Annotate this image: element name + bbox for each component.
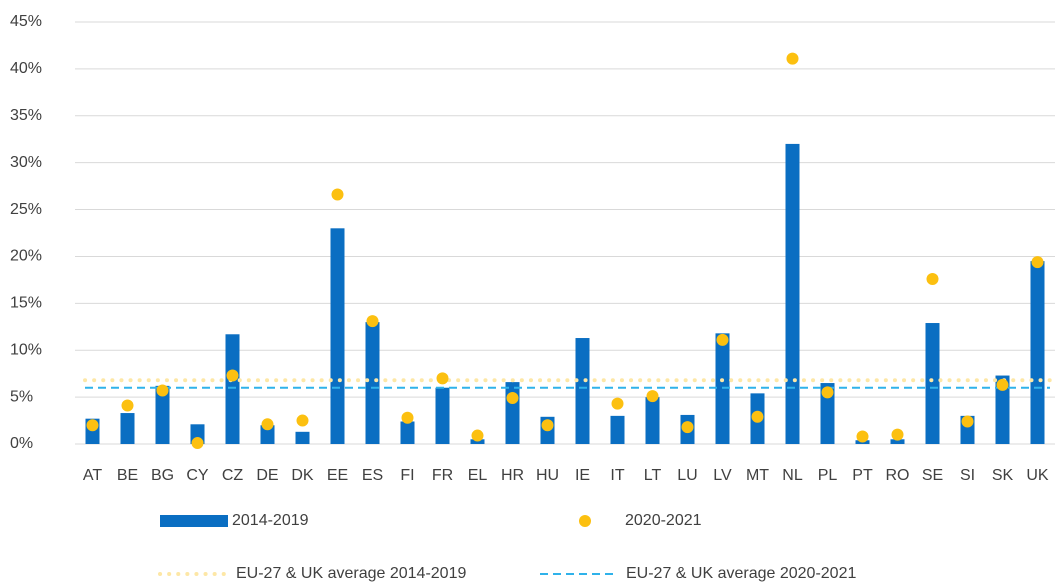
x-tick-label: DE — [256, 467, 278, 484]
x-tick-label: SI — [960, 467, 975, 484]
x-tick-label: AT — [83, 467, 102, 484]
dot — [331, 188, 344, 201]
legend-label: 2020-2021 — [625, 512, 702, 529]
dot — [716, 333, 729, 346]
dot — [506, 392, 519, 405]
dot — [856, 430, 869, 443]
dot — [471, 429, 484, 442]
x-tick-label: LT — [644, 467, 662, 484]
dot — [926, 272, 939, 285]
dot — [821, 386, 834, 399]
bar — [610, 415, 625, 444]
x-tick-label: BE — [117, 467, 138, 484]
dot — [121, 399, 134, 412]
dot — [156, 384, 169, 397]
dot — [226, 369, 239, 382]
x-tick-label: UK — [1026, 467, 1049, 484]
x-tick-label: DK — [291, 467, 314, 484]
y-tick-label: 30% — [10, 154, 42, 171]
x-tick-label: LV — [713, 467, 732, 484]
dot — [996, 378, 1009, 391]
x-tick-label: CY — [186, 467, 209, 484]
bar — [575, 338, 590, 444]
y-tick-label: 20% — [10, 248, 42, 265]
bar — [995, 375, 1010, 444]
legend-label: EU-27 & UK average 2020-2021 — [626, 565, 856, 582]
dot — [261, 418, 274, 431]
dot — [436, 372, 449, 385]
bar — [120, 413, 135, 444]
bar — [505, 382, 520, 444]
x-tick-label: MT — [746, 467, 769, 484]
dot — [611, 397, 624, 410]
x-tick-label: IE — [575, 467, 590, 484]
dot — [891, 428, 904, 441]
bar — [470, 439, 485, 444]
bar — [260, 425, 275, 444]
dot — [786, 52, 799, 65]
bar — [155, 385, 170, 444]
bar — [890, 439, 905, 444]
x-tick-label: IT — [610, 467, 624, 484]
dot — [366, 315, 379, 328]
x-tick-label: EL — [468, 467, 488, 484]
x-tick-label: LU — [677, 467, 697, 484]
dot — [1031, 256, 1044, 269]
x-tick-label: FR — [432, 467, 453, 484]
dot — [191, 437, 204, 450]
legend-swatch — [160, 515, 228, 527]
x-tick-label: EE — [327, 467, 348, 484]
x-tick-label: HU — [536, 467, 559, 484]
x-tick-label: FI — [400, 467, 414, 484]
dot — [401, 411, 414, 424]
x-tick-label: CZ — [222, 467, 244, 484]
legend-label: 2014-2019 — [232, 512, 309, 529]
x-tick-label: SK — [992, 467, 1014, 484]
y-tick-label: 5% — [10, 388, 33, 405]
dot — [961, 415, 974, 428]
x-tick-label: HR — [501, 467, 524, 484]
bar — [1030, 261, 1045, 444]
bar — [645, 397, 660, 444]
y-tick-label: 45% — [10, 13, 42, 30]
y-tick-label: 35% — [10, 107, 42, 124]
bar — [820, 383, 835, 444]
x-tick-label: ES — [362, 467, 383, 484]
bar — [330, 228, 345, 444]
dot — [751, 410, 764, 423]
dot — [86, 419, 99, 432]
bar — [400, 421, 415, 444]
dot — [646, 390, 659, 403]
bar — [925, 323, 940, 444]
y-tick-label: 0% — [10, 435, 33, 452]
bar — [225, 334, 240, 444]
bar — [435, 387, 450, 444]
x-tick-label: SE — [922, 467, 943, 484]
y-tick-label: 25% — [10, 201, 42, 218]
legend-swatch — [579, 515, 591, 527]
x-tick-label: RO — [886, 467, 910, 484]
bar — [365, 322, 380, 444]
dot — [681, 421, 694, 434]
bar — [295, 431, 310, 444]
dot — [541, 419, 554, 432]
x-tick-label: PT — [852, 467, 873, 484]
bar — [785, 143, 800, 444]
y-tick-label: 10% — [10, 341, 42, 358]
x-tick-label: PL — [818, 467, 838, 484]
x-tick-label: NL — [782, 467, 803, 484]
y-tick-label: 40% — [10, 60, 42, 77]
y-tick-label: 15% — [10, 295, 42, 312]
legend-label: EU-27 & UK average 2014-2019 — [236, 565, 466, 582]
dot — [296, 414, 309, 427]
x-tick-label: BG — [151, 467, 174, 484]
